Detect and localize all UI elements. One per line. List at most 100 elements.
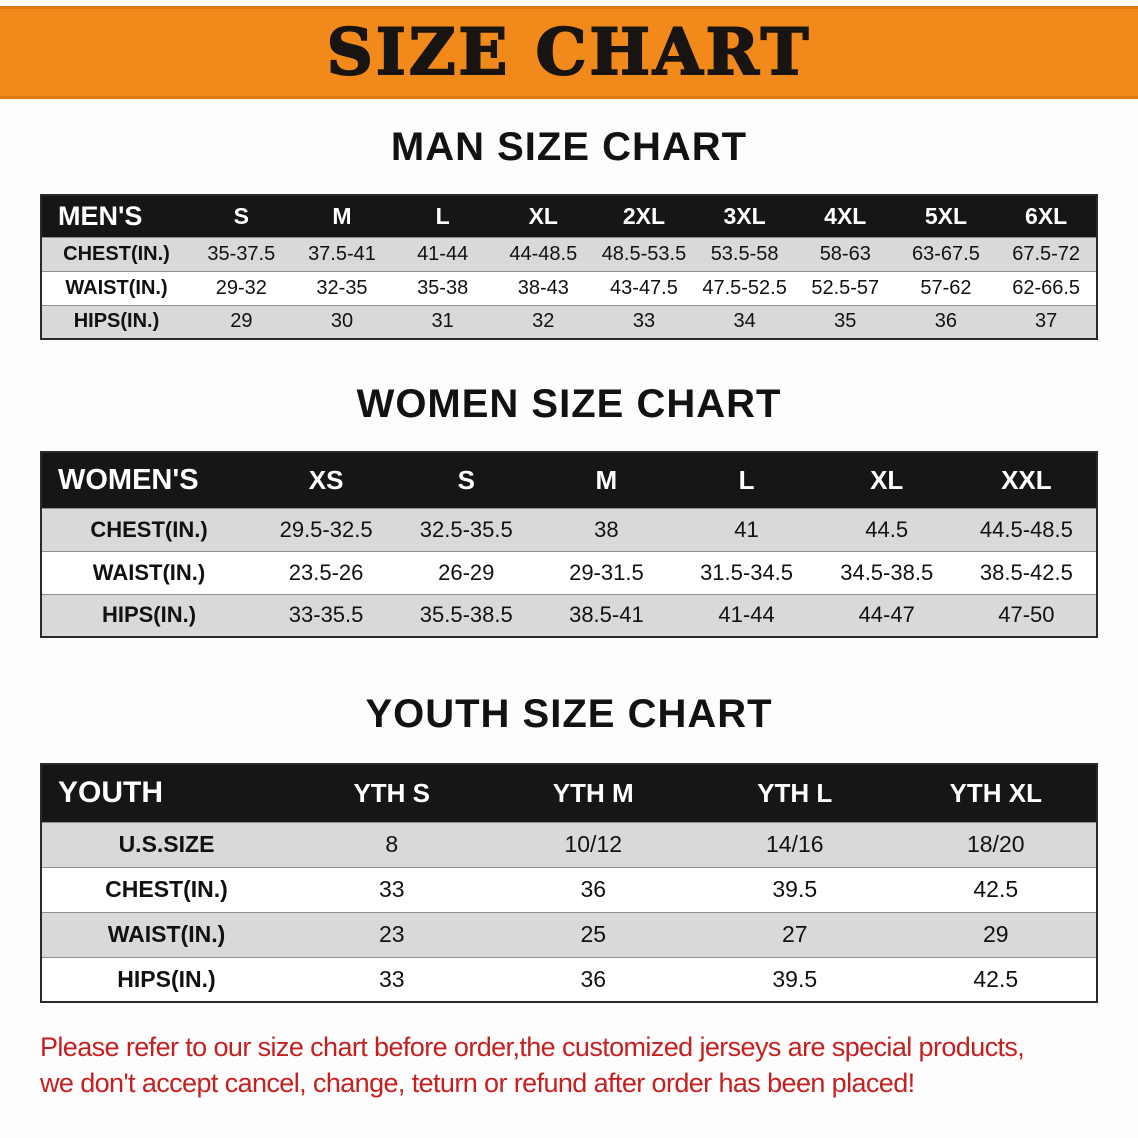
size-column-header: YTH L xyxy=(694,764,896,822)
measurement-value: 52.5-57 xyxy=(794,271,896,305)
size-column-header: XXL xyxy=(956,452,1097,508)
men-size-table: MEN'S S M L XL 2XL 3XL 4XL 5XL 6XL CHEST(IN.) 35-37… xyxy=(40,194,1098,340)
measurement-value: 31.5-34.5 xyxy=(676,551,817,594)
measurement-label: HIPS(IN.) xyxy=(41,957,291,1002)
size-column-header: 6XL xyxy=(996,195,1097,237)
table-corner-label: WOMEN'S xyxy=(41,452,256,508)
size-column-header: L xyxy=(392,195,493,237)
measurement-value: 36 xyxy=(492,867,694,912)
measurement-value: 34 xyxy=(694,305,795,339)
measurement-value: 33-35.5 xyxy=(256,594,397,637)
measurement-label: HIPS(IN.) xyxy=(41,305,191,339)
measurement-value: 29-31.5 xyxy=(536,551,677,594)
measurement-value: 18/20 xyxy=(895,822,1097,867)
measurement-label: U.S.SIZE xyxy=(41,822,291,867)
measurement-row: HIPS(IN.) 33 36 39.5 42.5 xyxy=(41,957,1097,1002)
measurement-label: CHEST(IN.) xyxy=(41,237,191,271)
measurement-value: 37.5-41 xyxy=(291,237,393,271)
measurement-value: 35-37.5 xyxy=(191,237,292,271)
measurement-value: 29-32 xyxy=(191,271,292,305)
measurement-row: CHEST(IN.) 29.5-32.5 32.5-35.5 38 41 44.5 44.5… xyxy=(41,508,1097,551)
size-chart-banner: SIZE CHART xyxy=(0,6,1138,99)
measurement-value: 23 xyxy=(291,912,493,957)
youth-section-heading: YOUTH SIZE CHART xyxy=(365,692,773,736)
measurement-value: 47.5-52.5 xyxy=(694,271,795,305)
size-column-header: M xyxy=(291,195,393,237)
measurement-value: 33 xyxy=(291,957,493,1002)
measurement-value: 29.5-32.5 xyxy=(256,508,397,551)
table-header-row: YOUTH YTH S YTH M YTH L YTH XL xyxy=(41,764,1097,822)
measurement-row: HIPS(IN.) 33-35.5 35.5-38.5 38.5-41 41-44 44-… xyxy=(41,594,1097,637)
size-column-header: YTH XL xyxy=(895,764,1097,822)
size-column-header: 5XL xyxy=(895,195,997,237)
measurement-value: 26-29 xyxy=(396,551,537,594)
measurement-value: 42.5 xyxy=(895,867,1097,912)
measurement-label: WAIST(IN.) xyxy=(41,912,291,957)
measurement-label: WAIST(IN.) xyxy=(41,271,191,305)
measurement-value: 41-44 xyxy=(392,237,493,271)
measurement-value: 42.5 xyxy=(895,957,1097,1002)
measurement-row: U.S.SIZE 8 10/12 14/16 18/20 xyxy=(41,822,1097,867)
disclaimer-text: Please refer to our size chart before or… xyxy=(40,1029,1098,1102)
measurement-value: 10/12 xyxy=(492,822,694,867)
size-column-header: 2XL xyxy=(593,195,695,237)
measurement-value: 14/16 xyxy=(694,822,896,867)
size-column-header: 3XL xyxy=(694,195,795,237)
measurement-value: 38.5-41 xyxy=(536,594,677,637)
measurement-value: 35 xyxy=(794,305,896,339)
measurement-value: 32.5-35.5 xyxy=(396,508,537,551)
measurement-value: 39.5 xyxy=(694,867,896,912)
measurement-value: 43-47.5 xyxy=(593,271,695,305)
measurement-value: 58-63 xyxy=(794,237,896,271)
size-chart-title: SIZE CHART xyxy=(326,14,812,91)
size-column-header: M xyxy=(536,452,677,508)
measurement-value: 39.5 xyxy=(694,957,896,1002)
measurement-value: 47-50 xyxy=(956,594,1097,637)
measurement-value: 62-66.5 xyxy=(996,271,1097,305)
measurement-value: 25 xyxy=(492,912,694,957)
measurement-value: 29 xyxy=(191,305,292,339)
measurement-label: WAIST(IN.) xyxy=(41,551,256,594)
table-header-row: MEN'S S M L XL 2XL 3XL 4XL 5XL 6XL xyxy=(41,195,1097,237)
measurement-value: 36 xyxy=(895,305,997,339)
size-column-header: XS xyxy=(256,452,397,508)
measurement-value: 37 xyxy=(996,305,1097,339)
table-header-row: WOMEN'S XS S M L XL XXL xyxy=(41,452,1097,508)
measurement-value: 8 xyxy=(291,822,493,867)
measurement-value: 31 xyxy=(392,305,493,339)
measurement-value: 35-38 xyxy=(392,271,493,305)
measurement-row: WAIST(IN.) 29-32 32-35 35-38 38-43 43-47.5 47.… xyxy=(41,271,1097,305)
size-column-header: YTH S xyxy=(291,764,493,822)
measurement-label: CHEST(IN.) xyxy=(41,508,256,551)
measurement-label: HIPS(IN.) xyxy=(41,594,256,637)
measurement-value: 38-43 xyxy=(492,271,594,305)
table-corner-label: YOUTH xyxy=(41,764,291,822)
measurement-value: 30 xyxy=(291,305,393,339)
measurement-value: 33 xyxy=(593,305,695,339)
youth-size-table: YOUTH YTH S YTH M YTH L YTH XL U.S.SIZE 8 10/12… xyxy=(40,763,1098,1003)
measurement-value: 27 xyxy=(694,912,896,957)
measurement-value: 44-48.5 xyxy=(492,237,594,271)
measurement-value: 29 xyxy=(895,912,1097,957)
size-column-header: XL xyxy=(492,195,594,237)
size-column-header: 4XL xyxy=(794,195,896,237)
size-column-header: S xyxy=(396,452,537,508)
measurement-row: CHEST(IN.) 35-37.5 37.5-41 41-44 44-48.5 48.5… xyxy=(41,237,1097,271)
measurement-value: 34.5-38.5 xyxy=(816,551,957,594)
measurement-row: WAIST(IN.) 23.5-26 26-29 29-31.5 31.5-34.5 34… xyxy=(41,551,1097,594)
measurement-row: CHEST(IN.) 33 36 39.5 42.5 xyxy=(41,867,1097,912)
measurement-value: 23.5-26 xyxy=(256,551,397,594)
disclaimer-line-2: we don't accept cancel, change, teturn o… xyxy=(40,1068,915,1099)
table-corner-label: MEN'S xyxy=(41,195,191,237)
measurement-value: 36 xyxy=(492,957,694,1002)
measurement-value: 38.5-42.5 xyxy=(956,551,1097,594)
men-section-heading: MAN SIZE CHART xyxy=(390,125,748,169)
measurement-value: 33 xyxy=(291,867,493,912)
women-section-heading: WOMEN SIZE CHART xyxy=(356,382,782,426)
measurement-value: 35.5-38.5 xyxy=(396,594,537,637)
measurement-value: 44-47 xyxy=(816,594,957,637)
size-column-header: XL xyxy=(816,452,957,508)
measurement-value: 48.5-53.5 xyxy=(593,237,695,271)
measurement-value: 67.5-72 xyxy=(996,237,1097,271)
measurement-value: 41-44 xyxy=(676,594,817,637)
